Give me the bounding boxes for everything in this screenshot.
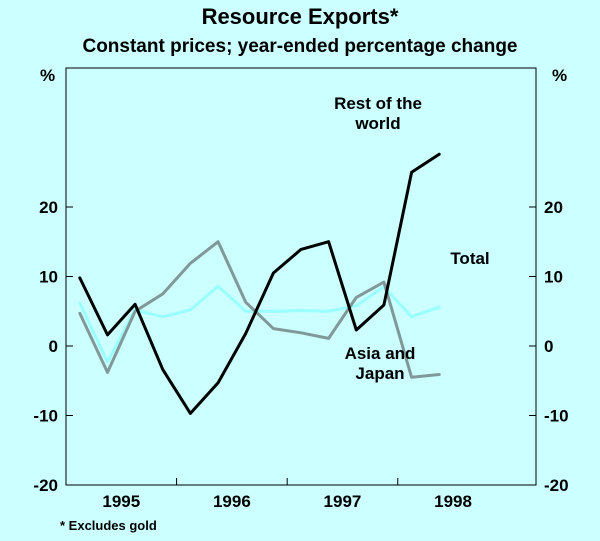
x-tick-label: 1997 — [324, 492, 362, 511]
y-tick-label-right: -20 — [544, 476, 569, 495]
series-label-asia-and-japan: Japan — [355, 364, 404, 383]
y-tick-label-left: -10 — [33, 407, 58, 426]
series-label-asia-and-japan: Asia and — [345, 344, 416, 363]
right-axis-unit: % — [552, 66, 568, 85]
y-tick-label-left: -20 — [33, 476, 58, 495]
chart-title: Resource Exports* — [201, 4, 399, 29]
y-tick-label-right: -10 — [544, 407, 569, 426]
y-tick-label-left: 20 — [39, 198, 58, 217]
series-line-asia-and-japan — [78, 240, 441, 379]
footnote: * Excludes gold — [60, 518, 157, 533]
chart-subtitle: Constant prices; year-ended percentage c… — [82, 36, 518, 57]
left-axis-unit: % — [40, 66, 56, 85]
series-label-rest-of-the-world: world — [354, 114, 400, 133]
y-tick-label-left: 0 — [49, 337, 58, 356]
y-tick-label-right: 0 — [544, 337, 553, 356]
series-label-total: Total — [450, 249, 489, 268]
x-tick-label: 1996 — [213, 492, 251, 511]
series-line-total — [78, 284, 441, 364]
plot-frame — [65, 67, 537, 486]
y-tick-label-right: 20 — [544, 198, 563, 217]
y-tick-label-right: 10 — [544, 268, 563, 287]
x-tick-label: 1998 — [434, 492, 472, 511]
y-tick-label-left: 10 — [39, 268, 58, 287]
x-tick-label: 1995 — [102, 492, 140, 511]
series-line-rest-of-the-world — [78, 152, 441, 415]
series-label-rest-of-the-world: Rest of the — [334, 94, 422, 113]
